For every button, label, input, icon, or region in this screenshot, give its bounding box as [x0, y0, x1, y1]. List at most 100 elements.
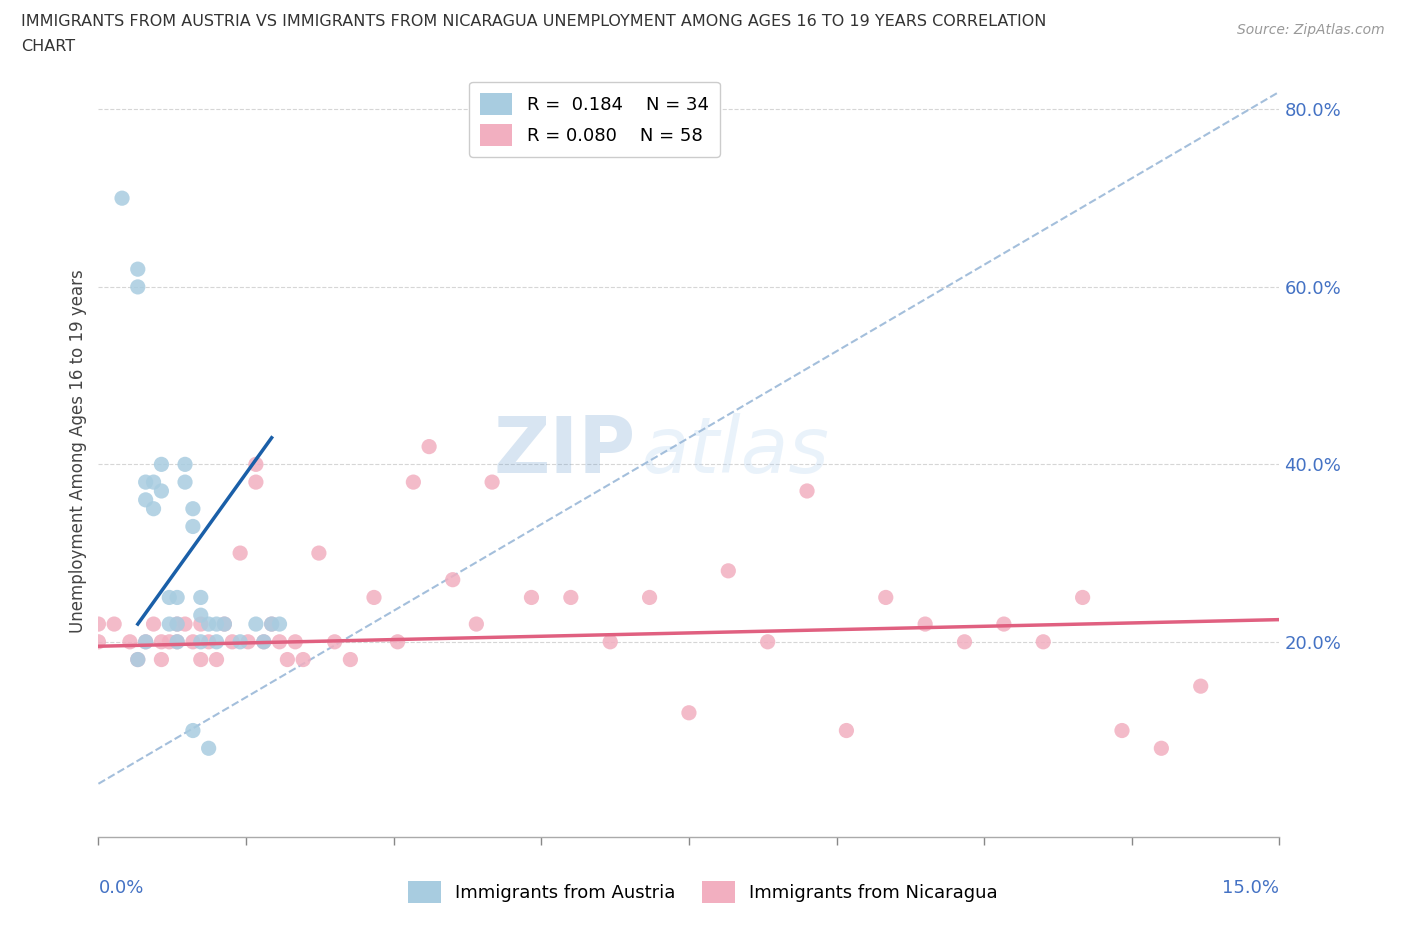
- Point: [1071, 590, 1094, 604]
- Point: [197, 741, 219, 756]
- Point: [245, 457, 267, 472]
- Point: [599, 634, 621, 649]
- Point: [190, 652, 212, 667]
- Point: [363, 590, 385, 604]
- Point: [135, 474, 157, 489]
- Point: [190, 634, 212, 649]
- Point: [127, 261, 149, 276]
- Point: [875, 590, 897, 604]
- Point: [1032, 634, 1054, 649]
- Point: [118, 634, 141, 649]
- Point: [181, 501, 204, 516]
- Point: [111, 191, 134, 206]
- Point: [150, 652, 173, 667]
- Point: [269, 634, 291, 649]
- Point: [229, 546, 252, 561]
- Point: [174, 474, 197, 489]
- Point: [260, 617, 283, 631]
- Point: [205, 634, 228, 649]
- Y-axis label: Unemployment Among Ages 16 to 19 years: Unemployment Among Ages 16 to 19 years: [69, 269, 87, 633]
- Point: [236, 634, 259, 649]
- Point: [157, 634, 180, 649]
- Point: [166, 634, 188, 649]
- Point: [166, 617, 188, 631]
- Point: [214, 617, 236, 631]
- Point: [269, 617, 291, 631]
- Point: [157, 590, 180, 604]
- Point: [638, 590, 661, 604]
- Text: CHART: CHART: [21, 39, 75, 54]
- Point: [135, 634, 157, 649]
- Point: [214, 617, 236, 631]
- Point: [402, 474, 425, 489]
- Point: [190, 607, 212, 622]
- Point: [87, 617, 110, 631]
- Point: [418, 439, 440, 454]
- Text: IMMIGRANTS FROM AUSTRIA VS IMMIGRANTS FROM NICARAGUA UNEMPLOYMENT AMONG AGES 16 : IMMIGRANTS FROM AUSTRIA VS IMMIGRANTS FR…: [21, 14, 1046, 29]
- Text: 0.0%: 0.0%: [98, 880, 143, 897]
- Text: Source: ZipAtlas.com: Source: ZipAtlas.com: [1237, 23, 1385, 37]
- Text: ZIP: ZIP: [494, 413, 636, 489]
- Point: [796, 484, 818, 498]
- Legend: R =  0.184    N = 34, R = 0.080    N = 58: R = 0.184 N = 34, R = 0.080 N = 58: [470, 82, 720, 156]
- Point: [181, 519, 204, 534]
- Point: [150, 457, 173, 472]
- Point: [135, 492, 157, 507]
- Point: [166, 617, 188, 631]
- Point: [717, 564, 740, 578]
- Point: [520, 590, 543, 604]
- Point: [127, 280, 149, 295]
- Point: [1111, 724, 1133, 738]
- Point: [166, 590, 188, 604]
- Point: [756, 634, 779, 649]
- Legend: Immigrants from Austria, Immigrants from Nicaragua: Immigrants from Austria, Immigrants from…: [401, 873, 1005, 910]
- Point: [1150, 741, 1173, 756]
- Point: [174, 617, 197, 631]
- Point: [142, 501, 165, 516]
- Point: [284, 634, 307, 649]
- Point: [245, 617, 267, 631]
- Point: [465, 617, 488, 631]
- Point: [197, 634, 219, 649]
- Point: [205, 652, 228, 667]
- Point: [441, 572, 464, 587]
- Point: [914, 617, 936, 631]
- Point: [157, 617, 180, 631]
- Point: [135, 634, 157, 649]
- Point: [174, 457, 197, 472]
- Point: [142, 474, 165, 489]
- Point: [245, 474, 267, 489]
- Point: [339, 652, 361, 667]
- Point: [678, 705, 700, 720]
- Point: [387, 634, 409, 649]
- Point: [142, 617, 165, 631]
- Point: [221, 634, 243, 649]
- Point: [292, 652, 315, 667]
- Point: [993, 617, 1015, 631]
- Point: [953, 634, 976, 649]
- Point: [181, 634, 204, 649]
- Point: [150, 634, 173, 649]
- Point: [308, 546, 330, 561]
- Point: [560, 590, 582, 604]
- Point: [835, 724, 858, 738]
- Point: [150, 484, 173, 498]
- Point: [197, 617, 219, 631]
- Point: [166, 634, 188, 649]
- Point: [253, 634, 276, 649]
- Point: [481, 474, 503, 489]
- Point: [190, 590, 212, 604]
- Point: [87, 634, 110, 649]
- Point: [276, 652, 298, 667]
- Point: [253, 634, 276, 649]
- Point: [181, 724, 204, 738]
- Text: 15.0%: 15.0%: [1222, 880, 1279, 897]
- Point: [205, 617, 228, 631]
- Point: [127, 652, 149, 667]
- Point: [260, 617, 283, 631]
- Point: [1189, 679, 1212, 694]
- Point: [103, 617, 125, 631]
- Point: [229, 634, 252, 649]
- Point: [190, 617, 212, 631]
- Point: [323, 634, 346, 649]
